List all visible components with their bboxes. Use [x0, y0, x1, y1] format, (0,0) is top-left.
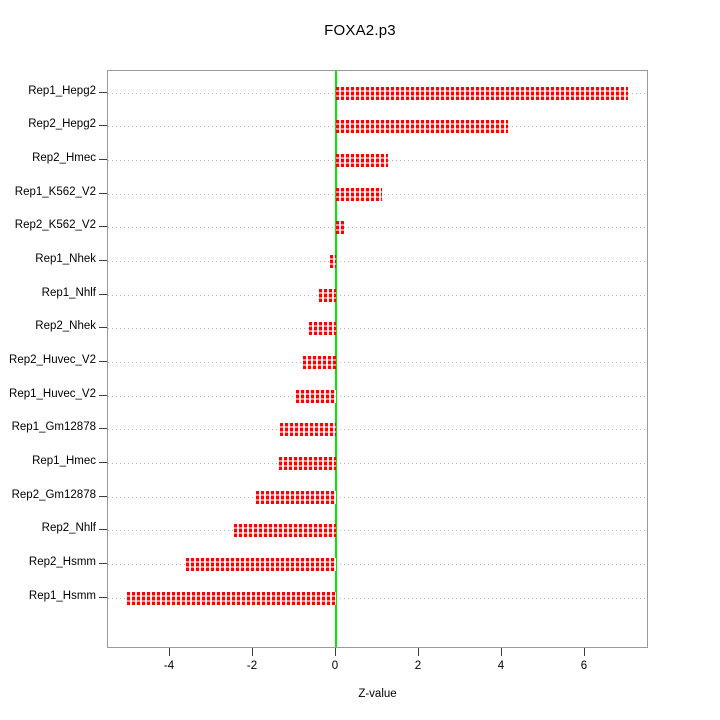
y-axis-tick — [99, 529, 107, 530]
x-axis-tick-label: 4 — [497, 660, 505, 672]
y-axis-tick — [99, 597, 107, 598]
gridline — [108, 362, 647, 363]
y-axis-tick — [99, 563, 107, 564]
zero-reference-line — [335, 71, 337, 647]
bar — [233, 524, 337, 538]
y-axis-tick-label: Rep1_Gm12878 — [11, 421, 96, 434]
y-axis-tick-label: Rep2_Nhlf — [41, 522, 96, 535]
bar — [296, 389, 336, 403]
y-axis-tick-label: Rep2_Hsmm — [28, 556, 96, 569]
y-axis-tick-label: Rep1_Hepg2 — [28, 84, 96, 97]
bar — [336, 154, 388, 168]
y-axis-tick — [99, 294, 107, 295]
gridline — [108, 463, 647, 464]
y-axis-tick-label: Rep1_Huvec_V2 — [9, 387, 96, 400]
y-axis-tick-label: Rep1_Nhek — [35, 253, 96, 266]
bar — [336, 86, 628, 100]
x-axis-tick — [252, 648, 253, 656]
y-axis-tick — [99, 361, 107, 362]
y-axis-tick-label: Rep1_Hsmm — [28, 589, 96, 602]
bar — [280, 423, 336, 437]
x-axis-tick-label: 6 — [580, 660, 588, 672]
y-axis-tick — [99, 496, 107, 497]
bar — [329, 255, 337, 269]
bar — [319, 288, 336, 302]
y-axis-tick-label: Rep1_Nhlf — [41, 286, 96, 299]
gridline — [108, 530, 647, 531]
y-axis-tick — [99, 428, 107, 429]
y-axis-tick-label: Rep2_Gm12878 — [11, 488, 96, 501]
gridline — [108, 564, 647, 565]
bar — [186, 558, 336, 572]
bar — [336, 120, 509, 134]
y-axis-tick-label: Rep1_K562_V2 — [14, 185, 96, 198]
y-axis-tick — [99, 193, 107, 194]
page-title: FOXA2.p3 — [324, 22, 396, 39]
bar — [336, 221, 344, 235]
plot-area — [107, 70, 648, 648]
gridline — [108, 261, 647, 262]
gridline — [108, 429, 647, 430]
x-axis-tick-label: 2 — [414, 660, 422, 672]
x-axis-tick — [501, 648, 502, 656]
bar — [279, 457, 336, 471]
x-axis-tick — [335, 648, 336, 656]
y-axis-tick — [99, 327, 107, 328]
y-axis-tick-label: Rep2_K562_V2 — [14, 219, 96, 232]
y-axis-tick — [99, 395, 107, 396]
gridline — [108, 328, 647, 329]
x-axis-tick — [584, 648, 585, 656]
y-axis-tick-label: Rep1_Hmec — [32, 455, 96, 468]
y-axis-tick-label: Rep2_Huvec_V2 — [9, 354, 96, 367]
gridline — [108, 295, 647, 296]
x-axis-tick-label: -2 — [246, 660, 258, 672]
y-axis-tick — [99, 260, 107, 261]
gridline — [108, 497, 647, 498]
gridline — [108, 396, 647, 397]
bar — [336, 187, 383, 201]
bar — [126, 591, 337, 605]
gridline — [108, 227, 647, 228]
x-axis-tick-label: -4 — [163, 660, 175, 672]
y-axis-tick-label: Rep2_Nhek — [35, 320, 96, 333]
x-axis-tick-label: 0 — [331, 660, 339, 672]
y-axis-tick — [99, 462, 107, 463]
bar — [309, 322, 336, 336]
plot-inner — [108, 71, 647, 647]
y-axis-tick-label: Rep2_Hepg2 — [28, 118, 96, 131]
gridline — [108, 598, 647, 599]
y-axis-labels: Rep1_Hepg2 Rep2_Hepg2 Rep2_Hmec Rep1_K562_V… — [0, 0, 96, 720]
bar — [256, 490, 336, 504]
y-axis-tick-label: Rep2_Hmec — [32, 152, 96, 165]
y-axis-tick — [99, 125, 107, 126]
y-axis-tick — [99, 92, 107, 93]
bar — [302, 356, 337, 370]
y-axis-tick — [99, 159, 107, 160]
y-axis-tick — [99, 226, 107, 227]
x-axis-tick — [169, 648, 170, 656]
x-axis-title: Z-value — [358, 688, 397, 700]
x-axis-tick — [418, 648, 419, 656]
